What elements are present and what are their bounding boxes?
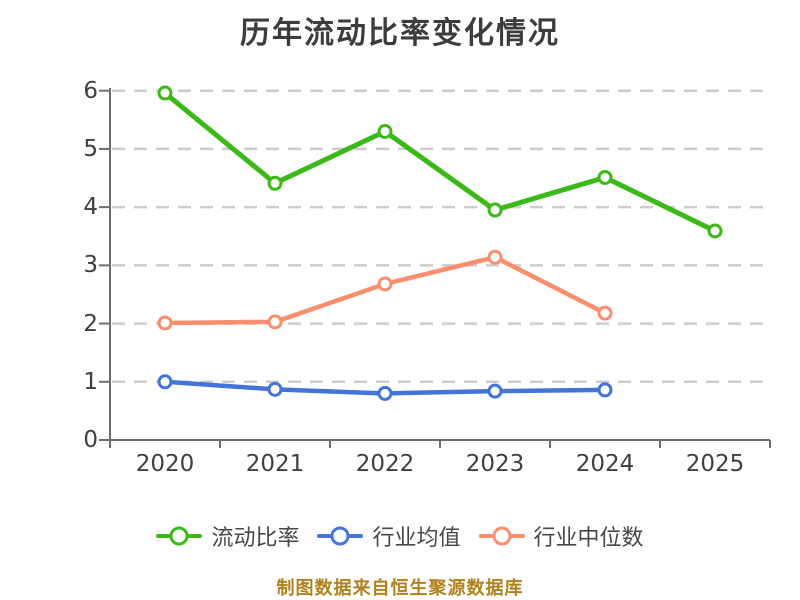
legend-item-industry-median: 行业中位数	[478, 520, 644, 552]
data-point-marker	[157, 315, 173, 331]
legend-dot	[169, 526, 189, 546]
y-tick-label: 4	[83, 194, 98, 221]
legend-item-industry-average: 行业均值	[317, 520, 461, 552]
y-tick-label: 1	[83, 368, 98, 395]
line-circle-marker-icon	[156, 526, 203, 546]
y-tick-label: 2	[83, 310, 98, 337]
line-circle-marker-icon	[317, 526, 364, 546]
x-tick-label: 2020	[135, 451, 195, 477]
series-line	[162, 90, 718, 234]
line-circle-marker-icon	[478, 526, 525, 546]
data-point-marker	[597, 382, 613, 398]
data-point-marker	[487, 202, 503, 218]
legend-dot	[330, 526, 350, 546]
data-point-marker	[377, 123, 393, 139]
x-tick-label: 2022	[355, 451, 415, 477]
data-point-marker	[157, 85, 173, 101]
legend-item-current-ratio: 流动比率	[156, 520, 299, 552]
x-tick-label: 2023	[465, 451, 525, 477]
data-point-marker	[267, 381, 283, 397]
x-tick-label: 2025	[685, 451, 745, 477]
y-tick-label: 3	[83, 252, 98, 279]
x-tick-label: 2024	[575, 451, 635, 477]
legend-dot	[492, 526, 511, 546]
data-point-marker	[487, 249, 503, 265]
chart-title: 历年流动比率变化情况	[240, 16, 560, 51]
data-point-marker	[707, 223, 723, 239]
data-point-marker	[377, 385, 393, 401]
x-tick-label: 2021	[245, 451, 305, 477]
legend: 流动比率 行业均值 行业中位数	[0, 520, 800, 552]
data-point-marker	[267, 314, 283, 330]
data-point-marker	[597, 169, 613, 185]
y-tick-label: 5	[83, 135, 98, 162]
data-source-caption: 制图数据来自恒生聚源数据库	[276, 578, 524, 599]
legend-label: 行业均值	[372, 526, 461, 551]
y-tick-label: 6	[83, 77, 98, 104]
data-point-marker	[267, 175, 283, 191]
y-tick-label: 0	[83, 427, 98, 453]
legend-label: 行业中位数	[533, 526, 644, 551]
data-point-marker	[157, 374, 173, 390]
legend-label: 流动比率	[211, 526, 300, 551]
data-point-marker	[377, 276, 393, 292]
data-point-marker	[487, 383, 503, 399]
data-point-marker	[597, 305, 613, 321]
